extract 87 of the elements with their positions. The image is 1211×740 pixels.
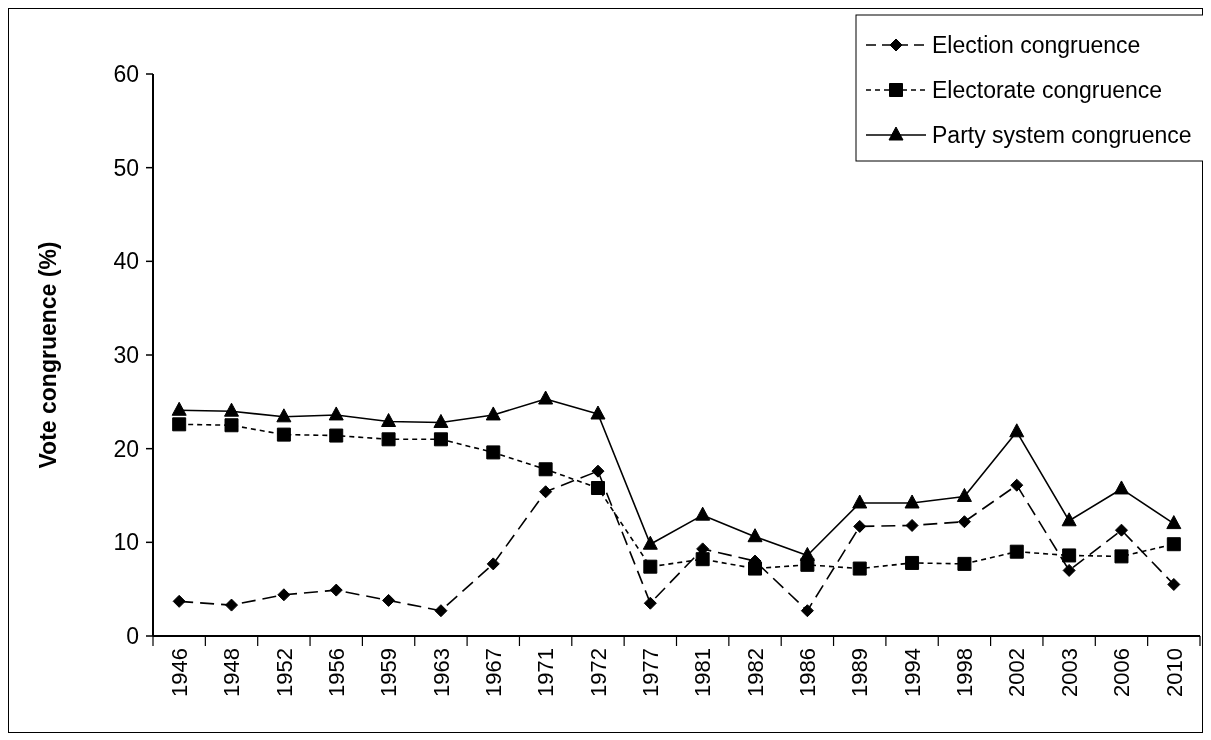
point (957, 515, 971, 529)
point (590, 405, 606, 420)
x-tick-label: 1948 (219, 648, 245, 697)
point (277, 588, 291, 602)
point (800, 604, 814, 618)
x-tick-label: 1986 (795, 648, 821, 697)
point (538, 390, 554, 405)
y-tick-label: 0 (126, 623, 139, 650)
point (224, 402, 240, 417)
point (539, 485, 553, 499)
point (1167, 577, 1181, 591)
point (852, 561, 867, 576)
point (695, 552, 710, 567)
x-tick-label: 1971 (533, 648, 559, 697)
point (643, 559, 658, 574)
point (1061, 512, 1077, 527)
point (643, 596, 657, 610)
x-tick-label: 2002 (1004, 648, 1030, 697)
y-tick-label: 20 (113, 435, 139, 462)
point (381, 413, 397, 427)
point (329, 428, 344, 443)
point (853, 519, 867, 533)
point (800, 557, 815, 572)
x-tick-label: 1963 (428, 648, 454, 697)
point (1009, 423, 1025, 438)
point (382, 593, 396, 607)
point (276, 408, 292, 423)
point (486, 445, 501, 460)
point (1062, 563, 1076, 577)
point (590, 481, 605, 496)
legend-label: Party system congruence (932, 122, 1192, 149)
x-tick-label: 1982 (742, 648, 768, 697)
point (957, 556, 972, 571)
point (1114, 523, 1128, 537)
point (381, 432, 396, 447)
x-tick-label: 1994 (899, 648, 925, 697)
y-tick-label: 10 (113, 529, 139, 556)
point (486, 557, 500, 571)
y-axis-title: Vote congruence (%) (35, 241, 61, 469)
point (852, 494, 868, 509)
point (1009, 544, 1024, 559)
point (956, 487, 972, 502)
point (905, 518, 919, 532)
point (433, 432, 448, 447)
point (171, 401, 187, 416)
y-tick-label: 40 (113, 248, 139, 275)
point (225, 598, 239, 612)
x-tick-label: 1967 (480, 648, 506, 697)
x-tick-label: 1989 (847, 648, 873, 697)
point (747, 528, 763, 543)
point (1010, 478, 1024, 492)
x-tick-label: 2006 (1109, 648, 1135, 697)
x-tick-label: 1959 (376, 648, 402, 697)
legend-label: Election congruence (932, 32, 1141, 59)
point (434, 604, 448, 618)
legend-label: Electorate congruence (932, 77, 1163, 104)
point (904, 494, 920, 509)
x-tick-label: 1946 (166, 648, 192, 697)
point (642, 535, 658, 550)
y-tick-label: 30 (113, 342, 139, 369)
x-tick-label: 1972 (585, 648, 611, 697)
point (538, 462, 553, 477)
point (276, 427, 291, 442)
point (485, 406, 501, 421)
x-tick-label: 2003 (1056, 648, 1082, 697)
x-tick-label: 1998 (952, 648, 978, 697)
x-tick-label: 1981 (690, 648, 716, 697)
point (433, 413, 449, 428)
x-tick-label: 1977 (638, 648, 664, 697)
point (329, 583, 343, 597)
point (1113, 480, 1129, 495)
point (1114, 549, 1129, 564)
point (1062, 548, 1077, 563)
point (1166, 537, 1181, 552)
point (172, 417, 187, 432)
x-tick-label: 2010 (1161, 648, 1187, 697)
point (1166, 515, 1182, 530)
y-tick-label: 60 (113, 61, 139, 88)
point (224, 418, 239, 433)
point (328, 406, 344, 421)
y-tick-label: 50 (113, 154, 139, 181)
point (172, 594, 186, 608)
point (905, 555, 920, 570)
point (695, 506, 711, 521)
x-tick-label: 1952 (271, 648, 297, 697)
point (591, 464, 605, 478)
x-tick-label: 1956 (323, 648, 349, 697)
